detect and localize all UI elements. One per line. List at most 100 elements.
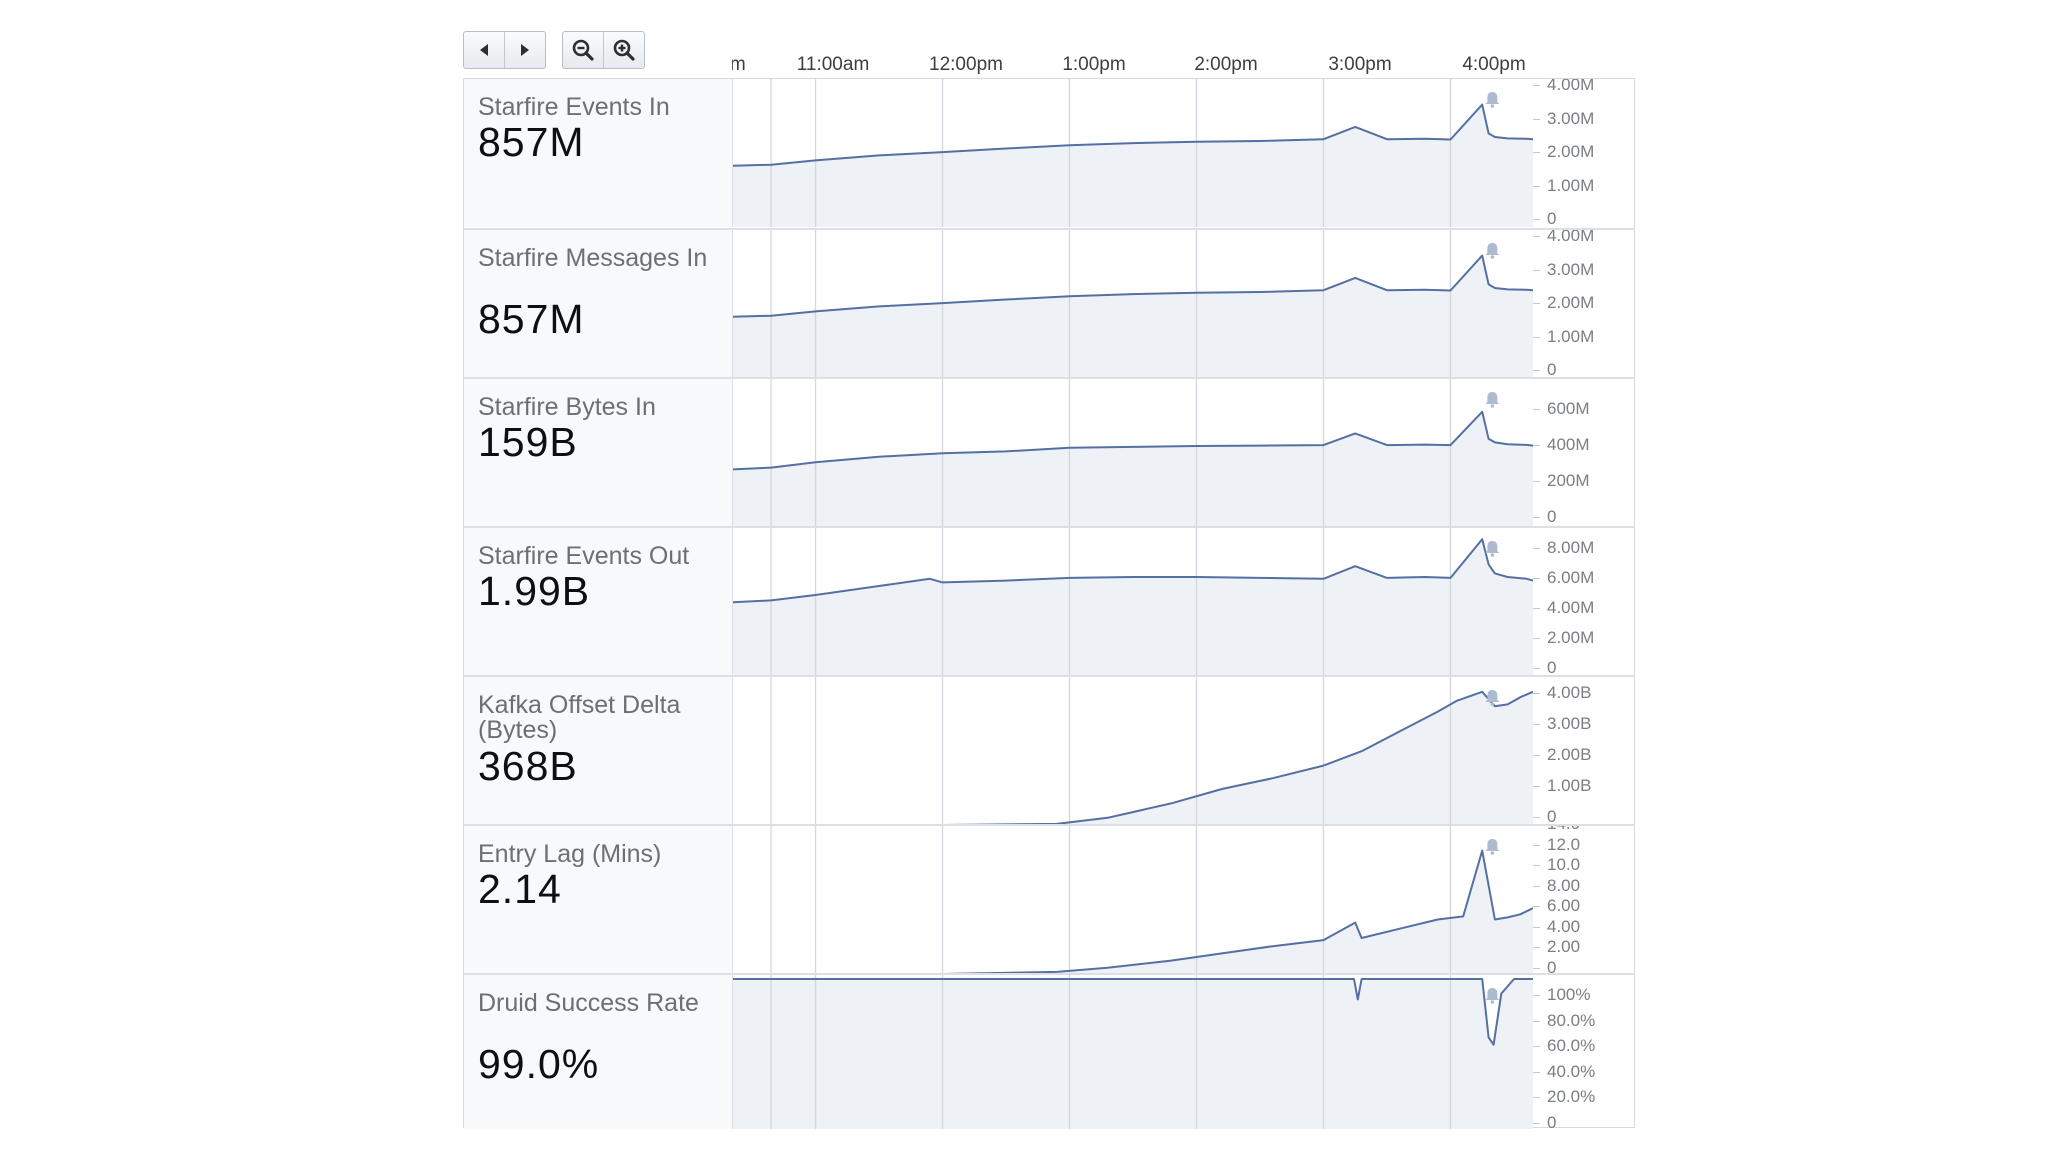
y-tick-mark [1533,844,1540,846]
y-tick-mark [1533,693,1540,694]
y-tick-label: 1.00M [1547,326,1595,346]
metric-value: 159B [478,419,578,465]
y-tick-mark [1533,303,1540,304]
metric-plot[interactable] [733,230,1533,378]
line-chart [733,79,1533,227]
y-tick-mark [1533,517,1540,518]
y-tick-mark [1533,817,1540,818]
y-tick-mark [1533,445,1540,446]
y-tick-mark [1533,1020,1540,1022]
metric-info: Starfire Events Out 1.99B [464,528,733,676]
y-tick-mark [1533,786,1540,787]
bell-icon [1485,92,1500,108]
y-tick-mark [1533,947,1540,949]
metric-value: 99.0% [478,1041,600,1087]
metric-info: Druid Success Rate 99.0% [464,975,733,1129]
pan-back-button[interactable] [464,32,504,68]
y-tick-label: 40.0% [1547,1061,1596,1081]
series-area [733,411,1533,527]
y-tick-label: 8.00M [1547,538,1595,557]
metric-title: Starfire Events In [478,93,670,121]
y-tick-mark [1533,152,1540,153]
y-tick-label: 14.0 [1547,826,1580,834]
series-line [733,103,1533,167]
metric-value: 1.99B [478,568,591,614]
metric-plot[interactable] [733,79,1533,227]
y-tick-mark [1533,409,1540,410]
metric-panel-kafka-offset-delta: Kafka Offset Delta (Bytes) 368B 4.00B 3.0… [464,675,1634,825]
y-tick-mark [1533,865,1540,867]
time-tick-label: 12:00pm [929,54,1003,75]
bell-icon [1485,988,1500,1004]
metric-info: Starfire Messages In 857M [464,230,733,378]
line-chart [733,528,1533,676]
y-tick-label: 8.00 [1547,875,1581,895]
metric-title: Starfire Events Out [478,542,690,570]
y-tick-label: 4.00M [1547,598,1595,617]
y-tick-label: 6.00M [1547,568,1595,587]
y-tick-mark [1533,1071,1540,1073]
y-tick-label: 80.0% [1547,1010,1596,1030]
series-area [733,850,1533,974]
triangle-right-icon [518,43,532,57]
y-tick-label: 60.0% [1547,1036,1596,1056]
y-tick-label: 0 [1547,807,1557,825]
line-chart [733,975,1533,1129]
y-tick-label: 1.00M [1547,175,1595,195]
metric-panel-events-in: Starfire Events In 857M 4.00M 3.00M 2.00M 1… [464,79,1634,227]
y-tick-label: 2.00M [1547,142,1595,161]
y-tick-label: 800M [1547,379,1590,383]
y-tick-label: 4.00 [1547,916,1581,936]
pan-forward-button[interactable] [504,32,545,68]
y-tick-label: 4.00B [1547,683,1592,702]
series-line [733,978,1533,1046]
y-tick-mark [1533,85,1540,86]
y-tick-mark [1533,638,1540,639]
y-axis: 8.00M 6.00M 4.00M 2.00M 0 [1533,528,1634,676]
series-area [733,539,1533,676]
zoom-out-button[interactable] [563,32,603,68]
metric-title: Druid Success Rate [478,989,699,1017]
metric-title: Kafka Offset Delta (Bytes) [478,691,681,744]
line-chart [733,826,1533,974]
metric-plot[interactable] [733,677,1533,825]
y-axis: 4.00M 3.00M 2.00M 1.00M 0 [1533,230,1634,378]
metric-info: Kafka Offset Delta (Bytes) 368B [464,677,733,825]
y-tick-label: 4.00M [1547,79,1595,94]
pan-button-group [463,31,546,69]
y-tick-mark [1533,269,1540,271]
y-tick-mark [1533,118,1540,120]
line-chart [733,379,1533,527]
metric-value: 857M [478,119,585,165]
series-area [733,255,1533,378]
series-area [733,104,1533,227]
metric-plot[interactable] [733,826,1533,974]
y-tick-mark [1533,1046,1540,1048]
zoom-in-button[interactable] [603,32,644,68]
y-tick-mark [1533,885,1540,887]
metric-plot[interactable] [733,379,1533,527]
y-tick-mark [1533,370,1540,371]
y-axis: 4.00M 3.00M 2.00M 1.00M 0 [1533,79,1634,227]
y-tick-label: 0 [1547,1113,1557,1129]
series-area [733,979,1533,1129]
bell-icon [1485,392,1500,408]
triangle-left-icon [477,43,491,57]
metric-value: 857M [478,296,585,342]
y-tick-label: 1.00B [1547,776,1592,795]
y-tick-mark [1533,578,1540,579]
metric-plot[interactable] [733,528,1533,676]
y-tick-mark [1533,995,1540,996]
time-tick-label: 1:00pm [1062,54,1126,75]
bell-icon [1485,541,1500,557]
series-line [733,538,1533,604]
y-tick-label: 6.00 [1547,896,1581,916]
metric-panel-entry-lag: Entry Lag (Mins) 2.14 14.012.010.08.006.… [464,824,1634,974]
y-axis: 100% 80.0% 60.0% 40.0% 20.0% 0 [1533,975,1634,1129]
series-line [733,254,1533,318]
bell-icon [1485,690,1500,706]
line-chart [733,230,1533,378]
y-tick-mark [1533,185,1540,187]
time-tick-label: 4:00pm [1462,54,1526,75]
metric-plot[interactable] [733,975,1533,1129]
